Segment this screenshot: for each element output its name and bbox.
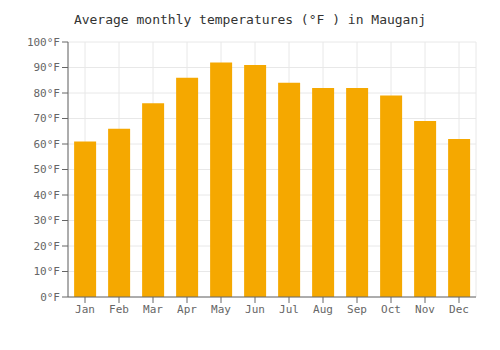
svg-text:60°F: 60°F: [34, 138, 61, 151]
svg-text:0°F: 0°F: [40, 291, 60, 304]
svg-text:Nov: Nov: [415, 303, 435, 316]
svg-text:20°F: 20°F: [34, 240, 61, 253]
svg-text:May: May: [211, 303, 231, 316]
svg-text:Feb: Feb: [109, 303, 129, 316]
svg-text:30°F: 30°F: [34, 214, 61, 227]
svg-text:10°F: 10°F: [34, 265, 61, 278]
svg-text:Sep: Sep: [347, 303, 367, 316]
svg-text:Jan: Jan: [75, 303, 95, 316]
svg-text:Jun: Jun: [245, 303, 265, 316]
svg-text:Mar: Mar: [143, 303, 163, 316]
svg-text:50°F: 50°F: [34, 163, 61, 176]
svg-text:Oct: Oct: [381, 303, 401, 316]
svg-text:Jul: Jul: [279, 303, 299, 316]
svg-text:Apr: Apr: [177, 303, 197, 316]
svg-text:90°F: 90°F: [34, 61, 61, 74]
html-text:Average monthly temperatures (: Average monthly temperatures (°F ) in Ma…: [73, 12, 427, 27]
svg-text:80°F: 80°F: [34, 87, 61, 100]
svg-text:70°F: 70°F: [34, 112, 61, 125]
svg-text:Dec: Dec: [449, 303, 469, 316]
svg-text:100°F: 100°F: [27, 36, 60, 49]
svg-text:40°F: 40°F: [34, 189, 61, 202]
svg-text:Aug: Aug: [313, 303, 333, 316]
